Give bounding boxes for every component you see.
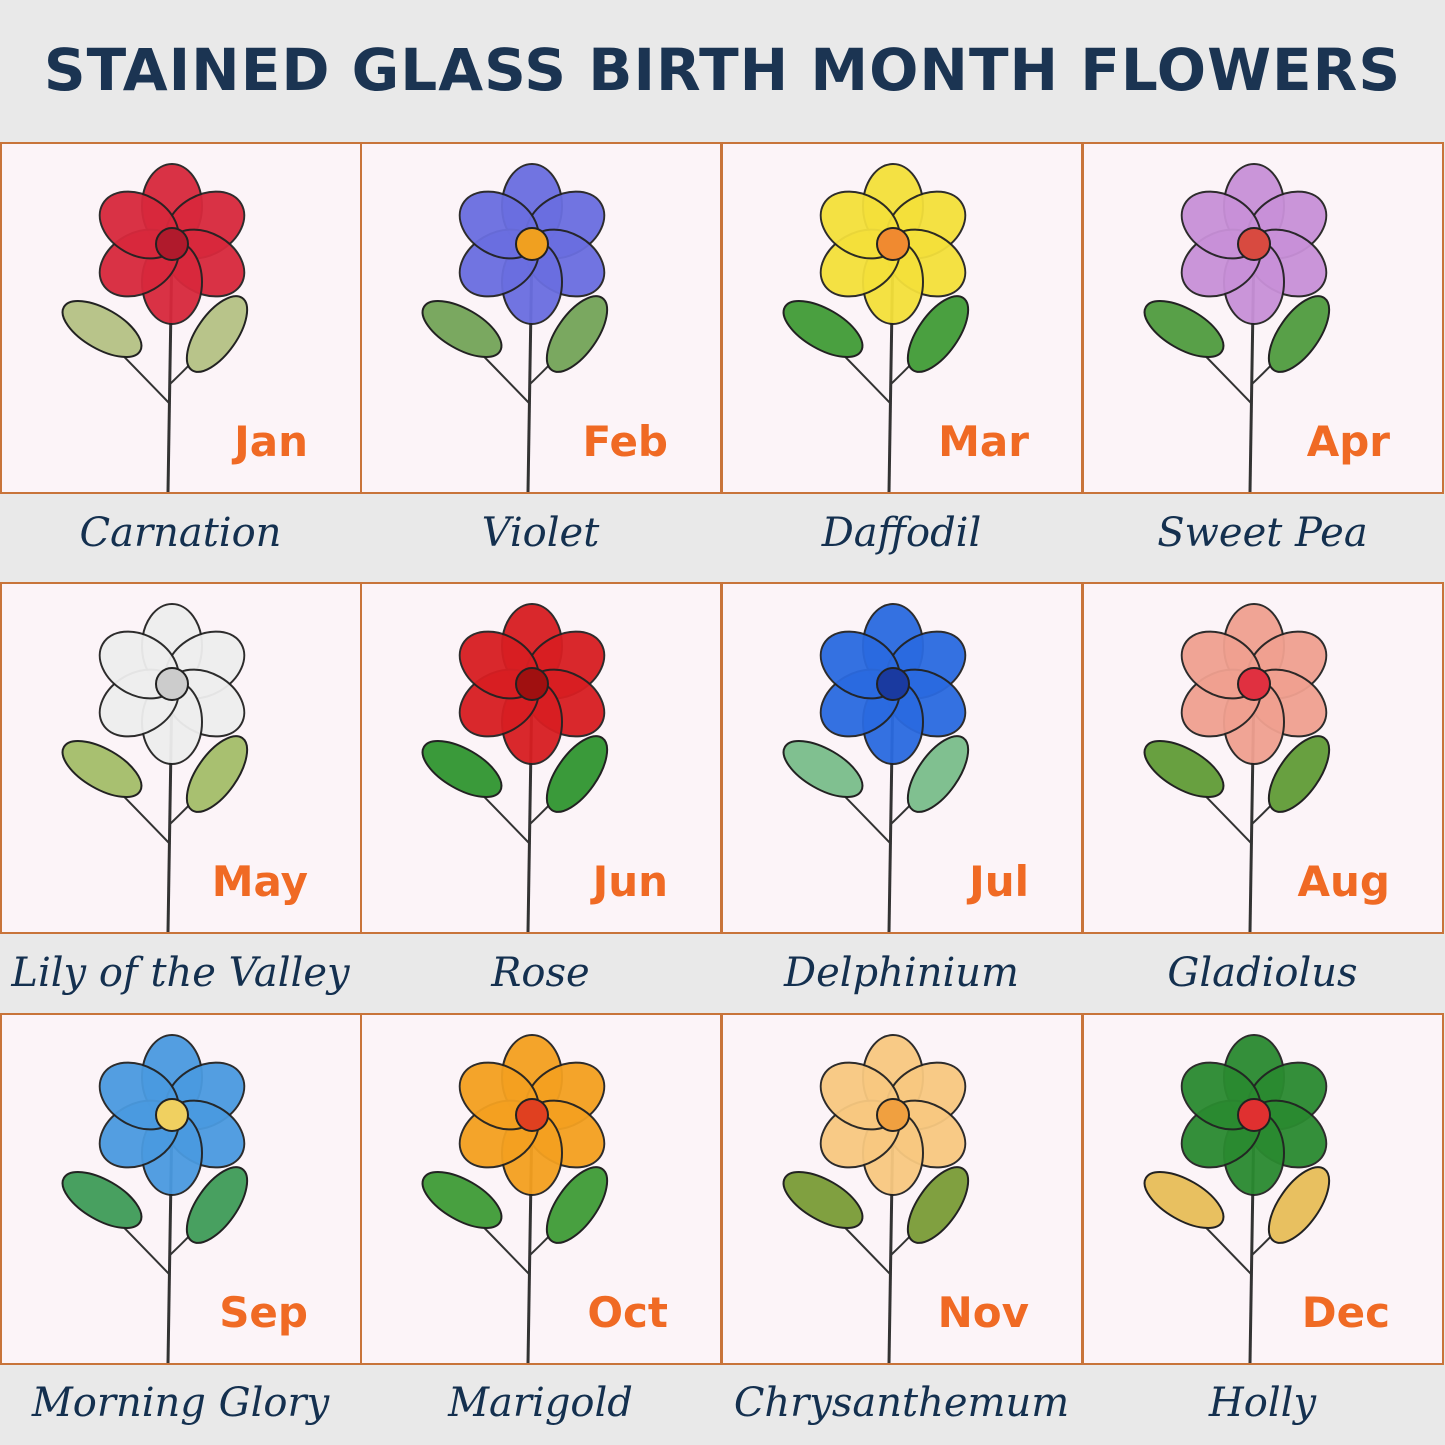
chrysanthemum-icon [782, 1034, 970, 1363]
month-label: May [211, 857, 308, 906]
flower-name: Chrysanthemum [733, 1380, 1070, 1426]
flower-name: Delphinium [784, 950, 1019, 996]
flower-card: Aug [1082, 582, 1444, 934]
month-label: Feb [582, 417, 668, 466]
flower-card: Dec [1082, 1013, 1444, 1365]
delphinium-icon [782, 603, 970, 932]
gladiolus-icon [1143, 603, 1331, 932]
flower-card: Jan [0, 142, 362, 494]
holly-icon [1143, 1034, 1331, 1363]
flower-card: Feb [360, 142, 722, 494]
flower-name: Sweet Pea [1157, 510, 1368, 556]
month-label: Sep [219, 1288, 308, 1337]
flower-name: Holly [1208, 1380, 1317, 1426]
flower-card: Sep [0, 1013, 362, 1365]
page-title: STAINED GLASS BIRTH MONTH FLOWERS [43, 36, 1402, 104]
month-label: Dec [1301, 1288, 1390, 1337]
month-label: Jun [592, 857, 668, 906]
flower-card: Oct [360, 1013, 722, 1365]
flower-name: Rose [491, 950, 590, 996]
flower-name: Marigold [448, 1380, 633, 1426]
flower-name: Lily of the Valley [11, 950, 350, 996]
month-label: Mar [938, 417, 1029, 466]
month-label: Aug [1297, 857, 1390, 906]
carnation-icon [61, 163, 249, 492]
flower-card: Mar [721, 142, 1083, 494]
sweet-pea-icon [1143, 163, 1331, 492]
flower-name: Gladiolus [1167, 950, 1358, 996]
flower-card: Apr [1082, 142, 1444, 494]
marigold-icon [421, 1034, 609, 1363]
daffodil-icon [782, 163, 970, 492]
flower-name: Daffodil [821, 510, 982, 556]
rose-icon [421, 603, 609, 932]
month-label: Jan [234, 417, 308, 466]
month-label: Apr [1306, 417, 1390, 466]
flower-card: Jun [360, 582, 722, 934]
month-label: Oct [587, 1288, 668, 1337]
flower-card: Jul [721, 582, 1083, 934]
flower-name: Carnation [79, 510, 282, 556]
lily-of-the-valley-icon [61, 603, 249, 932]
flower-card: May [0, 582, 362, 934]
flower-name: Violet [481, 510, 600, 556]
flower-name: Morning Glory [31, 1380, 330, 1426]
flower-card: Nov [721, 1013, 1083, 1365]
month-label: Jul [969, 857, 1029, 906]
morning-glory-icon [61, 1034, 249, 1363]
violet-icon [421, 163, 609, 492]
month-label: Nov [937, 1288, 1029, 1337]
